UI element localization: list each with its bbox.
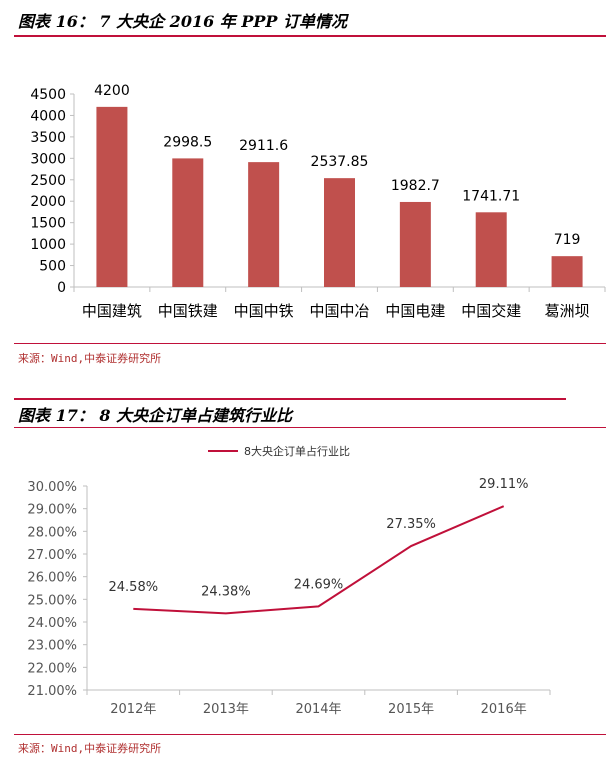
bar-category-label: 中国电建 (385, 302, 445, 320)
line-y-tick-label: 26.00% (27, 571, 77, 586)
bar-y-tick-label: 3000 (30, 151, 66, 167)
legend-label: 8大央企订单占行业比 (244, 444, 350, 458)
bar-y-tick-label: 2500 (30, 173, 66, 189)
line-value-label: 24.58% (109, 580, 159, 595)
bar-chart: 0 500 1000 1500 2000 2500 3000 3500 4000 4500 4200… (30, 83, 606, 320)
bar-value-label: 2537.85 (311, 154, 369, 170)
bar (324, 178, 355, 287)
line-value-label: 24.69% (294, 577, 344, 592)
figure-17-title-rule (14, 427, 606, 428)
figure-16-title: 图表 16： 7 大央企 2016 年 PPP 订单情况 (18, 12, 348, 31)
bar (96, 106, 128, 287)
line-y-tick-label: 24.00% (27, 616, 77, 631)
line-y-tick-label: 21.00% (27, 684, 77, 699)
figure-16-source-rule (14, 343, 606, 344)
bar-y-tick-label: 1000 (30, 237, 66, 253)
figure-16-title-rule (14, 35, 606, 37)
bar-y-tick-label: 0 (57, 280, 66, 296)
line-x-tick-label: 2015年 (388, 702, 434, 717)
line-y-tick-label: 29.00% (27, 503, 77, 518)
bar-y-tick-label: 500 (39, 259, 66, 275)
line-value-label: 27.35% (386, 517, 436, 532)
figure-16-source: 来源：Wind,中泰证券研究所 (18, 352, 162, 365)
bar-value-label: 4200 (94, 83, 130, 99)
bar (172, 158, 204, 287)
line-x-tick-label: 2013年 (203, 702, 249, 717)
line-y-tick-label: 23.00% (27, 639, 77, 654)
line-chart: 8大央企订单占行业比 21.00% 22.00% 23.00% 24.00% 25.00%… (27, 444, 551, 717)
figure-17-top-rule (14, 398, 566, 400)
line-y-tick-label: 28.00% (27, 525, 77, 540)
line-x-tick-label: 2014年 (295, 702, 341, 717)
bar-value-label: 1982.7 (391, 178, 440, 194)
bar-category-label: 葛洲坝 (545, 302, 590, 320)
line-y-tick-label: 27.00% (27, 548, 77, 563)
bar (248, 162, 280, 287)
line-value-label: 24.38% (201, 584, 251, 599)
bar (475, 212, 507, 287)
line-value-label: 29.11% (479, 477, 529, 492)
bar-category-label: 中国中铁 (234, 302, 294, 320)
bar-value-label: 2998.5 (163, 134, 212, 150)
bar-category-label: 中国中冶 (309, 302, 369, 320)
bar-y-tick-label: 1500 (30, 216, 66, 232)
figure-17-title: 图表 17： 8 大央企订单占建筑行业比 (18, 406, 293, 425)
bar-y-tick-label: 4000 (30, 108, 66, 124)
bar-value-label: 719 (554, 232, 581, 248)
series-line (133, 505, 505, 615)
bar-value-label: 2911.6 (239, 138, 288, 154)
line-y-tick-label: 22.00% (27, 661, 77, 676)
line-x-tick-label: 2016年 (481, 702, 527, 717)
bar-category-label: 中国建筑 (82, 302, 142, 320)
figure-17-source-rule (14, 734, 606, 735)
bar (399, 201, 431, 287)
line-y-tick-label: 30.00% (27, 480, 77, 495)
figure-17-source: 来源：Wind,中泰证券研究所 (18, 742, 162, 755)
bar-value-label: 1741.71 (462, 188, 520, 204)
line-x-tick-label: 2012年 (110, 702, 156, 717)
bar-category-label: 中国铁建 (158, 302, 218, 320)
line-y-tick-label: 25.00% (27, 593, 77, 608)
bar-y-tick-label: 4500 (30, 87, 66, 103)
bar-y-tick-label: 2000 (30, 194, 66, 210)
bar-category-label: 中国交建 (461, 302, 521, 320)
bar (551, 256, 583, 287)
bar-y-tick-label: 3500 (30, 130, 66, 146)
